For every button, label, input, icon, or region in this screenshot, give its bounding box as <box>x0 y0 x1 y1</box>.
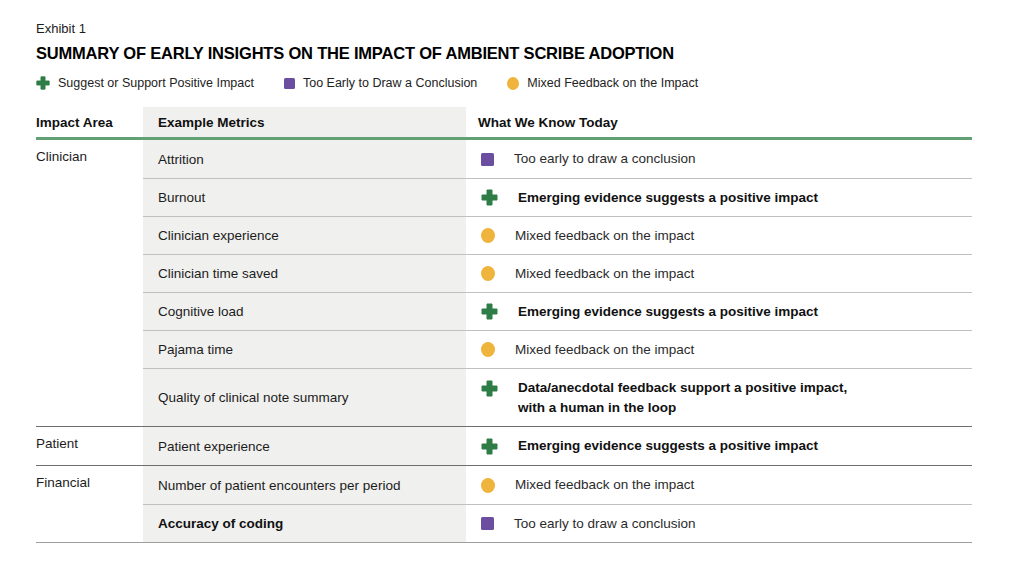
metric-cell: Number of patient encounters per period <box>143 466 466 504</box>
mixed-feedback-circle-icon <box>507 77 519 90</box>
legend-item-label: Suggest or Support Positive Impact <box>58 76 254 90</box>
positive-impact-plus-icon <box>481 189 498 206</box>
table-body: ClinicianAttrition Too early to draw a co… <box>36 140 972 542</box>
positive-impact-plus-icon <box>481 438 498 455</box>
status-text: Mixed feedback on the impact <box>515 264 694 284</box>
table-row: Burnout Emerging evidence suggests a posi… <box>143 178 972 216</box>
status-cell: Emerging evidence suggests a positive im… <box>466 179 972 216</box>
status-text: Emerging evidence suggests a positive im… <box>518 188 818 208</box>
legend-item-label: Mixed Feedback on the Impact <box>527 76 698 90</box>
status-cell: Mixed feedback on the impact <box>466 466 972 504</box>
legend-item: Mixed Feedback on the Impact <box>507 76 698 90</box>
mixed-feedback-circle-icon <box>481 342 495 357</box>
table-row: Number of patient encounters per period M… <box>143 466 972 504</box>
status-cell: Mixed feedback on the impact <box>466 331 972 368</box>
legend: Suggest or Support Positive Impact Too Ea… <box>36 76 698 90</box>
exhibit-figure: Exhibit 1 SUMMARY OF EARLY INSIGHTS ON T… <box>0 0 1024 583</box>
group-rows: Number of patient encounters per period M… <box>143 466 972 542</box>
status-cell: Data/anecdotal feedback support a positi… <box>466 369 972 426</box>
impact-area-label: Clinician <box>36 140 143 426</box>
status-text: Emerging evidence suggests a positive im… <box>518 436 818 456</box>
status-cell: Emerging evidence suggests a positive im… <box>466 427 972 465</box>
too-early-square-icon <box>481 517 494 530</box>
metric-cell: Clinician experience <box>143 217 466 254</box>
impact-area-label: Patient <box>36 427 143 465</box>
status-cell: Too early to draw a conclusion <box>466 140 972 178</box>
table-row: Clinician time saved Mixed feedback on th… <box>143 254 972 292</box>
status-cell: Too early to draw a conclusion <box>466 505 972 542</box>
too-early-square-icon <box>284 78 295 89</box>
table-row: Patient experience Emerging evidence sugg… <box>143 427 972 465</box>
table-row: Cognitive load Emerging evidence suggests… <box>143 292 972 330</box>
status-text: Data/anecdotal feedback support a positi… <box>518 378 847 417</box>
table-row: Quality of clinical note summary Data/ane… <box>143 368 972 426</box>
mixed-feedback-circle-icon <box>481 228 495 243</box>
mixed-feedback-circle-icon <box>481 478 495 493</box>
table-row: Accuracy of coding Too early to draw a co… <box>143 504 972 542</box>
status-text: Mixed feedback on the impact <box>515 475 694 495</box>
too-early-square-icon <box>481 153 494 166</box>
metric-cell: Pajama time <box>143 331 466 368</box>
positive-impact-plus-icon <box>481 303 498 320</box>
status-text: Too early to draw a conclusion <box>514 149 696 169</box>
legend-item-label: Too Early to Draw a Conclusion <box>303 76 477 90</box>
legend-item: Too Early to Draw a Conclusion <box>284 76 477 90</box>
metric-cell: Clinician time saved <box>143 255 466 292</box>
column-header-impact-area: Impact Area <box>36 107 143 137</box>
metric-cell: Cognitive load <box>143 293 466 330</box>
status-text: Too early to draw a conclusion <box>514 514 696 534</box>
column-header-what-we-know: What We Know Today <box>466 107 972 137</box>
table-group-clinician: ClinicianAttrition Too early to draw a co… <box>36 140 972 426</box>
table-header-row: Impact Area Example Metrics What We Know… <box>36 107 972 140</box>
status-cell: Emerging evidence suggests a positive im… <box>466 293 972 330</box>
metric-cell: Quality of clinical note summary <box>143 369 466 426</box>
table-group-patient: PatientPatient experience Emerging eviden… <box>36 426 972 465</box>
group-rows: Attrition Too early to draw a conclusion B… <box>143 140 972 426</box>
status-text: Mixed feedback on the impact <box>515 226 694 246</box>
table-row: Attrition Too early to draw a conclusion <box>143 140 972 178</box>
impact-area-label: Financial <box>36 466 143 542</box>
positive-impact-plus-icon <box>481 380 498 397</box>
metric-cell: Patient experience <box>143 427 466 465</box>
status-cell: Mixed feedback on the impact <box>466 255 972 292</box>
mixed-feedback-circle-icon <box>481 266 495 281</box>
metric-cell: Accuracy of coding <box>143 505 466 542</box>
legend-item: Suggest or Support Positive Impact <box>36 76 254 90</box>
table-row: Clinician experience Mixed feedback on th… <box>143 216 972 254</box>
metric-cell: Burnout <box>143 179 466 216</box>
status-text: Mixed feedback on the impact <box>515 340 694 360</box>
exhibit-title: SUMMARY OF EARLY INSIGHTS ON THE IMPACT … <box>36 44 674 63</box>
metric-cell: Attrition <box>143 140 466 178</box>
status-text: Emerging evidence suggests a positive im… <box>518 302 818 322</box>
table-row: Pajama time Mixed feedback on the impact <box>143 330 972 368</box>
impact-summary-table: Impact Area Example Metrics What We Know… <box>36 107 972 543</box>
positive-impact-plus-icon <box>36 76 50 90</box>
status-cell: Mixed feedback on the impact <box>466 217 972 254</box>
column-header-example-metrics: Example Metrics <box>143 107 466 137</box>
group-rows: Patient experience Emerging evidence sugg… <box>143 427 972 465</box>
table-group-financial: FinancialNumber of patient encounters pe… <box>36 465 972 542</box>
exhibit-number-label: Exhibit 1 <box>36 21 86 36</box>
